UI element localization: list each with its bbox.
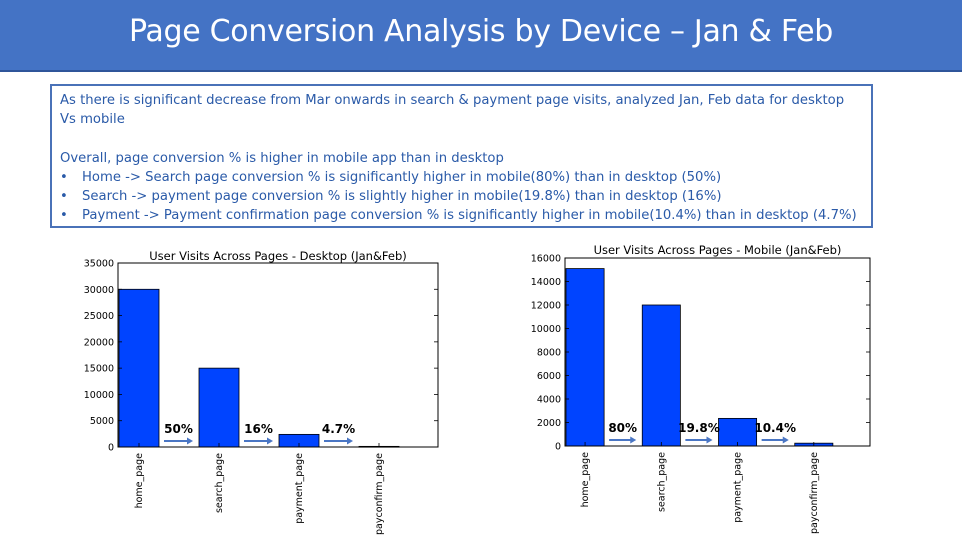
y-tick-label: 0 [108, 443, 114, 454]
conversion-arrowhead [347, 437, 353, 445]
summary-box: As there is significant decrease from Ma… [50, 84, 873, 228]
summary-bullet-text: Home -> Search page conversion % is sign… [82, 169, 722, 185]
bullet-marker: • [60, 169, 68, 185]
y-tick-label: 15000 [84, 364, 114, 375]
summary-bullet-text: Payment -> Payment confirmation page con… [82, 208, 857, 224]
x-tick-label: payconfirm_page [809, 452, 820, 534]
y-tick-label: 10000 [84, 390, 114, 401]
bar [641, 304, 681, 447]
summary-overall: Overall, page conversion % is higher in … [60, 150, 504, 166]
x-tick-label: payment_page [733, 452, 744, 523]
bar [198, 367, 240, 448]
x-tick-label: home_page [580, 452, 591, 508]
title-banner: Page Conversion Analysis by Device – Jan… [0, 0, 962, 72]
summary-bullet: • Home -> Search page conversion % is sig… [60, 168, 863, 187]
x-tick-label: payment_page [294, 453, 305, 524]
summary-intro: As there is significant decrease from Ma… [60, 93, 845, 128]
x-tick-label: search_page [214, 453, 225, 513]
summary-bullet-list: • Home -> Search page conversion % is sig… [60, 168, 863, 226]
y-tick-label: 12000 [531, 301, 561, 312]
y-tick-label: 4000 [537, 395, 561, 406]
conversion-label: 19.8% [678, 421, 720, 435]
bar [118, 288, 160, 448]
plot-frame [564, 257, 871, 447]
desktop-visits-chart: User Visits Across Pages - Desktop (Jan&… [84, 249, 439, 535]
conversion-arrowhead [187, 437, 193, 445]
conversion-arrowhead [267, 437, 273, 445]
x-tick-label: payconfirm_page [374, 453, 385, 535]
summary-bullet: • Search -> payment page conversion % is … [60, 187, 863, 206]
mobile-visits-chart: User Visits Across Pages - Mobile (Jan&F… [531, 243, 871, 534]
conversion-label: 4.7% [322, 422, 355, 436]
y-tick-label: 16000 [531, 254, 561, 265]
conversion-label: 50% [164, 422, 193, 436]
conversion-arrowhead [630, 436, 637, 444]
y-tick-label: 10000 [531, 324, 561, 335]
y-tick-label: 8000 [537, 348, 561, 359]
page-title: Page Conversion Analysis by Device – Jan… [128, 14, 834, 49]
y-tick-label: 5000 [90, 416, 114, 427]
conversion-label: 80% [608, 421, 637, 435]
plot-frame [117, 262, 439, 448]
bullet-marker: • [60, 208, 68, 224]
y-tick-label: 0 [555, 442, 561, 453]
y-tick-label: 35000 [84, 259, 114, 270]
bar [718, 417, 758, 447]
x-tick-label: home_page [134, 453, 145, 509]
bar [565, 268, 605, 447]
summary-bullet: • Payment -> Payment confirmation page co… [60, 206, 863, 225]
chart-title: User Visits Across Pages - Mobile (Jan&F… [594, 243, 842, 257]
bullet-marker: • [60, 189, 68, 205]
y-tick-label: 2000 [537, 418, 561, 429]
conversion-label: 10.4% [754, 421, 796, 435]
conversion-arrowhead [706, 436, 713, 444]
y-tick-label: 30000 [84, 285, 114, 296]
x-tick-label: search_page [656, 452, 667, 512]
conversion-arrowhead [782, 436, 789, 444]
summary-spacer [60, 130, 863, 149]
y-tick-label: 14000 [531, 277, 561, 288]
summary-bullet-text: Search -> payment page conversion % is s… [82, 189, 722, 205]
y-tick-label: 25000 [84, 311, 114, 322]
y-tick-label: 20000 [84, 337, 114, 348]
y-tick-label: 6000 [537, 371, 561, 382]
conversion-label: 16% [244, 422, 273, 436]
chart-title: User Visits Across Pages - Desktop (Jan&… [149, 249, 407, 263]
